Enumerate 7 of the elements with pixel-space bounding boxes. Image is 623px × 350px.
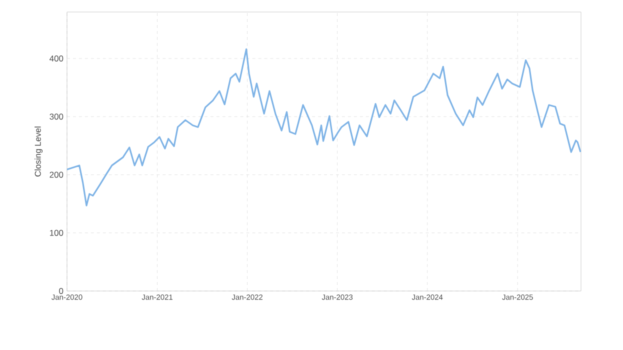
y-tick-label: 200 bbox=[50, 172, 64, 178]
y-tick-label: 0 bbox=[59, 288, 64, 294]
y-tick-label: 300 bbox=[50, 114, 64, 120]
y-axis-title: Closing Level bbox=[34, 126, 43, 176]
y-tick-label: 400 bbox=[50, 56, 64, 62]
line-series bbox=[67, 48, 582, 206]
y-tick-label: 100 bbox=[50, 230, 64, 236]
